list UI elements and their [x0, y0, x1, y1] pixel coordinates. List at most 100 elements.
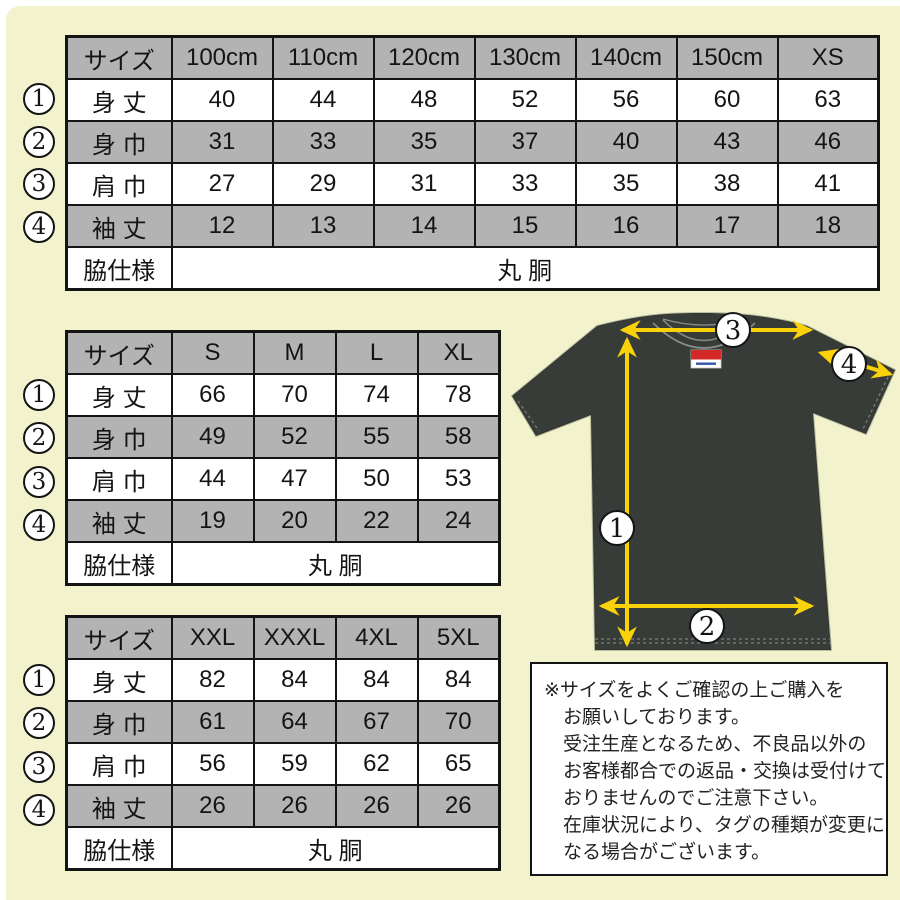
value-cell: 70 — [416, 700, 501, 744]
header-row: サイズ 100cm 110cm 120cm 130cm 140cm 150cm … — [65, 35, 880, 80]
value-cell: 18 — [776, 204, 880, 248]
notice-line: お客様都合での返品・交換は受付けて — [563, 761, 887, 782]
value-cell: 74 — [334, 373, 419, 417]
label-cell: 袖 丈 — [65, 204, 173, 248]
value-cell: 35 — [372, 120, 476, 164]
value-cell: 26 — [252, 784, 337, 828]
value-cell: 52 — [252, 415, 337, 459]
value-cell: 14 — [372, 204, 476, 248]
value-cell: 47 — [252, 457, 337, 501]
label-cell: 袖 丈 — [65, 784, 173, 828]
left-sleeve-stitch — [517, 400, 540, 432]
label-cell: 身 丈 — [65, 658, 173, 702]
notice-line: お願いしております。 — [563, 707, 750, 728]
table-row: 袖 丈 26 26 26 26 — [65, 784, 501, 828]
value-cell: 33 — [271, 120, 375, 164]
row-marker: 4 — [23, 794, 55, 826]
header-cell: サイズ — [65, 35, 173, 80]
header-cell: サイズ — [65, 330, 173, 375]
value-cell: 31 — [372, 162, 476, 206]
table-row: 袖 丈 19 20 22 24 — [65, 499, 501, 543]
value-cell: 64 — [252, 700, 337, 744]
diagram-marker-shoulder-width: 3 — [715, 312, 751, 348]
svg-text:2: 2 — [699, 612, 716, 642]
table-row: 袖 丈 12 13 14 15 16 17 18 — [65, 204, 880, 248]
row-marker: 1 — [23, 83, 55, 115]
value-cell: 52 — [473, 78, 577, 122]
value-cell: 27 — [170, 162, 274, 206]
row-marker: 3 — [23, 466, 55, 498]
value-cell: 70 — [252, 373, 337, 417]
value-cell: 62 — [334, 742, 419, 786]
label-cell: 身 巾 — [65, 415, 173, 459]
value-cell: 56 — [574, 78, 678, 122]
label-cell: 肩 巾 — [65, 457, 173, 501]
header-cell: M — [252, 330, 337, 375]
table-row: 身 丈 66 70 74 78 — [65, 373, 501, 417]
value-cell: 55 — [334, 415, 419, 459]
value-cell: 56 — [170, 742, 255, 786]
value-cell: 61 — [170, 700, 255, 744]
header-cell: 5XL — [416, 615, 501, 660]
value-cell: 31 — [170, 120, 274, 164]
value-cell: 84 — [334, 658, 419, 702]
header-cell: S — [170, 330, 255, 375]
value-cell: 26 — [416, 784, 501, 828]
label-cell: 脇仕様 — [65, 826, 173, 871]
diagram-marker-body-width: 2 — [689, 608, 725, 644]
table-row: 身 巾 49 52 55 58 — [65, 415, 501, 459]
header-row: サイズ XXL XXXL 4XL 5XL — [65, 615, 501, 660]
value-cell: 50 — [334, 457, 419, 501]
label-cell: 肩 巾 — [65, 162, 173, 206]
value-cell: 63 — [776, 78, 880, 122]
value-cell: 84 — [252, 658, 337, 702]
footer-row: 脇仕様 丸 胴 — [65, 826, 501, 871]
value-cell: 43 — [675, 120, 779, 164]
label-cell: 身 巾 — [65, 120, 173, 164]
label-cell: 袖 丈 — [65, 499, 173, 543]
right-sleeve-stitch — [862, 376, 889, 430]
notice-line: なる場合がございます。 — [563, 842, 771, 863]
table-row: 肩 巾 27 29 31 33 35 38 41 — [65, 162, 880, 206]
label-cell: 身 丈 — [65, 373, 173, 417]
row-marker: 2 — [23, 707, 55, 739]
value-cell: 66 — [170, 373, 255, 417]
value-cell: 82 — [170, 658, 255, 702]
value-cell: 40 — [574, 120, 678, 164]
value-cell: 37 — [473, 120, 577, 164]
value-cell: 24 — [416, 499, 501, 543]
value-cell: 16 — [574, 204, 678, 248]
header-cell: XS — [776, 35, 880, 80]
row-marker: 3 — [23, 751, 55, 783]
table-row: 身 巾 31 33 35 37 40 43 46 — [65, 120, 880, 164]
tshirt-measurement-diagram: 3 4 1 2 — [505, 310, 900, 658]
notice-line: 在庫状況により、タグの種類が変更に — [563, 815, 885, 836]
label-cell: 脇仕様 — [65, 541, 173, 586]
notice-line: ※サイズをよくご確認の上ご購入を — [544, 680, 845, 701]
row-marker: 1 — [23, 664, 55, 696]
value-cell: 48 — [372, 78, 476, 122]
footer-row: 脇仕様 丸 胴 — [65, 541, 501, 586]
value-cell: 丸 胴 — [170, 541, 501, 586]
header-cell: L — [334, 330, 419, 375]
header-cell: 120cm — [372, 35, 476, 80]
table-row: 身 丈 82 84 84 84 — [65, 658, 501, 702]
svg-text:4: 4 — [841, 350, 858, 380]
header-cell: 130cm — [473, 35, 577, 80]
footer-row: 脇仕様 丸 胴 — [65, 246, 880, 291]
row-marker: 2 — [23, 126, 55, 158]
diagram-marker-body-length: 1 — [599, 510, 635, 546]
value-cell: 15 — [473, 204, 577, 248]
notice-line: おりませんのでご注意下さい。 — [563, 788, 829, 809]
value-cell: 46 — [776, 120, 880, 164]
header-cell: XXXL — [252, 615, 337, 660]
value-cell: 60 — [675, 78, 779, 122]
header-cell: 110cm — [271, 35, 375, 80]
header-cell: XL — [416, 330, 501, 375]
svg-text:1: 1 — [609, 514, 626, 544]
value-cell: 19 — [170, 499, 255, 543]
header-cell: 150cm — [675, 35, 779, 80]
row-marker: 1 — [23, 379, 55, 411]
value-cell: 17 — [675, 204, 779, 248]
value-cell: 40 — [170, 78, 274, 122]
